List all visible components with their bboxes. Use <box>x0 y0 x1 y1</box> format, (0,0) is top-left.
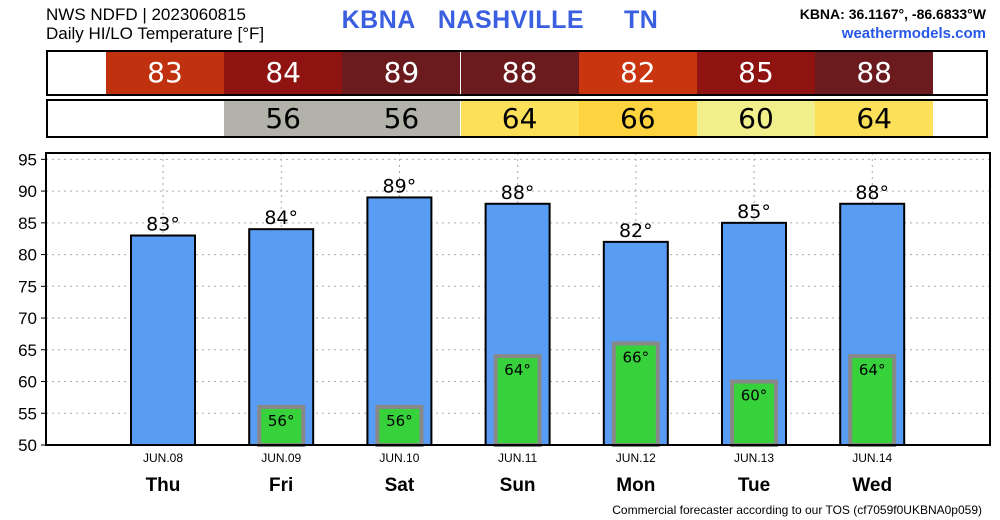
high-temp-cell: 83 <box>106 52 224 94</box>
low-temp-cell: 56 <box>342 101 461 136</box>
y-tick-label: 55 <box>18 404 37 423</box>
high-value-label: 85° <box>737 201 771 223</box>
site-link[interactable]: weathermodels.com <box>841 25 986 42</box>
high-temp-cell: 82 <box>578 52 697 94</box>
station-title: KBNA NASHVILLE TN <box>0 6 1000 35</box>
date-label: JUN.09 <box>261 451 301 465</box>
day-label: Mon <box>616 475 655 496</box>
product-label: Daily HI/LO Temperature [°F] <box>46 24 265 43</box>
station-meta: KBNA: 36.1167°, -86.6833°W weathermodels… <box>800 5 986 43</box>
high-temp-cell: 89 <box>342 52 461 94</box>
high-bar <box>130 234 196 446</box>
y-tick-label: 70 <box>18 309 37 328</box>
date-label: JUN.13 <box>734 451 774 465</box>
date-label: JUN.12 <box>616 451 656 465</box>
high-value-label: 89° <box>383 175 417 197</box>
high-value-label: 83° <box>146 214 180 236</box>
plot-frame <box>45 152 991 446</box>
date-label: JUN.11 <box>498 451 537 465</box>
low-bar <box>848 354 897 447</box>
high-value-label: 88° <box>855 182 889 204</box>
low-value-label: 66° <box>623 348 650 366</box>
day-label: Tue <box>738 475 770 496</box>
model-run-label: NWS NDFD | 2023060815 <box>46 5 247 24</box>
y-tick-label: 65 <box>18 341 37 360</box>
high-value-label: 82° <box>619 220 653 242</box>
day-label: Sun <box>500 475 536 496</box>
high-temp-cell: 84 <box>224 52 343 94</box>
city-name: NASHVILLE <box>437 6 585 34</box>
high-value-label: 84° <box>264 207 298 229</box>
date-label: JUN.14 <box>852 451 892 465</box>
low-value-label: 56° <box>268 412 295 430</box>
low-bar <box>730 379 778 448</box>
low-value-label: 64° <box>504 361 531 379</box>
y-tick-label: 50 <box>18 436 37 455</box>
low-value-label: 64° <box>859 361 886 379</box>
day-label: Sat <box>385 475 415 496</box>
y-tick-label: 90 <box>18 182 37 201</box>
high-temp-strip: 83 84 89 88 82 85 88 <box>46 50 988 96</box>
low-temp-cell: 66 <box>578 101 697 136</box>
y-tick-label: 85 <box>18 214 37 233</box>
y-tick-label: 60 <box>18 373 37 392</box>
day-label: Wed <box>852 475 892 496</box>
high-temp-cell: 88 <box>460 52 579 94</box>
low-temp-strip: 56 56 64 66 60 64 <box>46 99 988 138</box>
high-value-label: 88° <box>501 182 535 204</box>
low-value-label: 56° <box>386 412 413 430</box>
low-temp-cell: 64 <box>815 101 934 136</box>
low-bar <box>257 404 306 448</box>
station-id: KBNA <box>341 6 416 34</box>
day-label: Thu <box>146 475 181 496</box>
day-label: Fri <box>269 475 293 496</box>
low-temp-cell: 56 <box>224 101 343 136</box>
y-tick-label: 95 <box>18 150 37 169</box>
footer-note: Commercial forecaster according to our T… <box>612 503 982 517</box>
high-temp-cell: 85 <box>697 52 815 94</box>
low-temp-cell: 60 <box>697 101 815 136</box>
date-label: JUN.10 <box>379 451 419 465</box>
temperature-chart: 50 55 60 65 70 75 80 85 90 95 83° JUN.08 Thu 84° 56° JU… <box>18 150 991 496</box>
coords-label: KBNA: 36.1167°, -86.6833°W <box>799 6 986 22</box>
header-info: NWS NDFD | 2023060815 Daily HI/LO Temper… <box>46 5 264 43</box>
low-temp-cell: 64 <box>460 101 579 136</box>
y-tick-label: 75 <box>18 277 37 296</box>
low-temp-cell <box>106 101 224 136</box>
low-value-label: 60° <box>741 387 768 405</box>
state-code: TN <box>624 6 659 34</box>
date-label: JUN.08 <box>143 451 183 465</box>
high-temp-cell: 88 <box>815 52 934 94</box>
y-tick-label: 80 <box>18 246 37 265</box>
high-bar <box>366 196 433 446</box>
